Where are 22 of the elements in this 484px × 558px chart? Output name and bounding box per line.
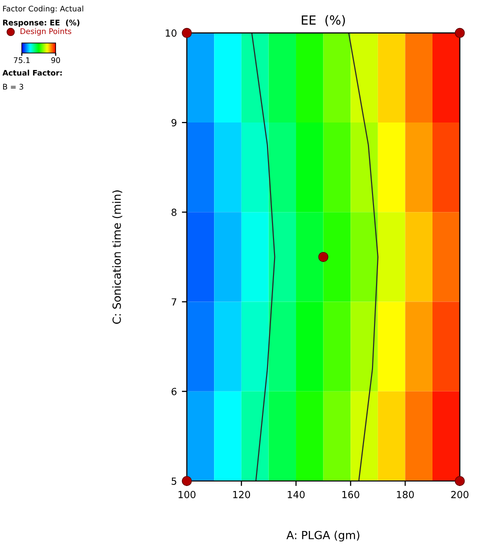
y-axis-title: C: Sonication time (min) <box>112 190 122 324</box>
y-tick-label: 9 <box>172 119 176 126</box>
x-axis-title: A: PLGA (gm) <box>286 530 360 542</box>
y-tick-label: 6 <box>172 388 176 396</box>
point <box>318 252 328 262</box>
x-tick-label: 100 <box>178 490 196 498</box>
point <box>454 28 465 38</box>
y-tick-label: 8 <box>172 208 176 216</box>
y-tick-label: 5 <box>172 478 176 485</box>
point <box>454 476 465 486</box>
point <box>182 28 192 38</box>
x-tick-label: 180 <box>396 490 414 498</box>
y-tick-label: 10 <box>166 29 176 37</box>
x-tick-label: 200 <box>451 490 468 498</box>
x-tick-label: 120 <box>233 490 250 498</box>
chart-title: EE (%) <box>302 15 345 26</box>
point <box>182 476 192 486</box>
x-tick-label: 140 <box>288 490 305 498</box>
x-tick-label: 160 <box>342 490 360 498</box>
line-series <box>251 32 276 481</box>
line-series <box>348 32 378 481</box>
y-tick-label: 7 <box>172 298 176 306</box>
